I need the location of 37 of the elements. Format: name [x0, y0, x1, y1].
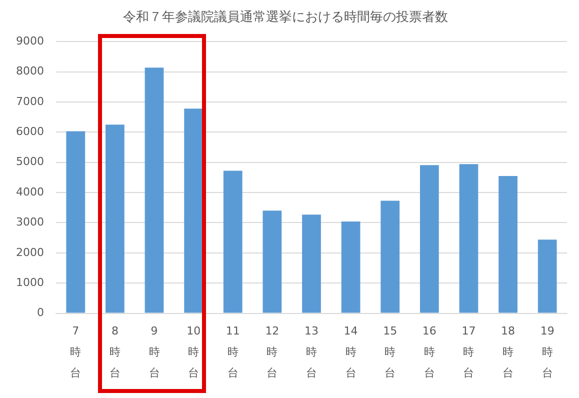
x-tick-label: 14時台	[344, 324, 358, 380]
y-tick-label: 0	[36, 306, 44, 320]
y-tick-label: 6000	[16, 125, 44, 138]
y-tick-label: 1000	[16, 276, 44, 289]
bar	[223, 170, 242, 313]
bar	[459, 164, 478, 313]
y-tick-label: 3000	[16, 216, 44, 229]
bar	[302, 214, 321, 313]
x-tick-label: 19時台	[540, 324, 554, 380]
bar	[498, 176, 518, 313]
y-tick-label: 2000	[16, 246, 44, 259]
bar	[341, 222, 360, 313]
x-tick-label: 12時台	[265, 324, 280, 380]
y-tick-label: 7000	[16, 94, 44, 108]
chart-title: 令和７年参議院議員通常選挙における時間毎の投票者数	[123, 10, 448, 26]
x-tick-label: 8時台	[109, 324, 120, 380]
y-tick-label: 5000	[16, 155, 44, 168]
x-tick-label: 10時台	[186, 324, 201, 380]
bar	[538, 240, 557, 313]
bar	[262, 210, 282, 313]
bar	[66, 131, 86, 313]
x-tick-label: 18時台	[501, 324, 516, 380]
x-tick-label: 9時台	[148, 324, 160, 380]
x-tick-label: 13時台	[304, 324, 318, 380]
bar	[106, 124, 124, 313]
bar	[144, 68, 164, 313]
y-tick-label: 9000	[16, 34, 44, 48]
x-tick-label: 17時台	[462, 324, 476, 380]
x-tick-label: 16時台	[422, 324, 436, 380]
x-tick-label: 15時台	[383, 324, 398, 380]
y-tick-label: 8000	[16, 64, 44, 78]
bar	[420, 165, 439, 313]
bar	[380, 200, 400, 313]
x-tick-label: 7時台	[70, 324, 82, 380]
x-tick-label: 11時台	[226, 324, 240, 380]
y-tick-label: 4000	[16, 185, 44, 198]
bar	[184, 108, 204, 313]
